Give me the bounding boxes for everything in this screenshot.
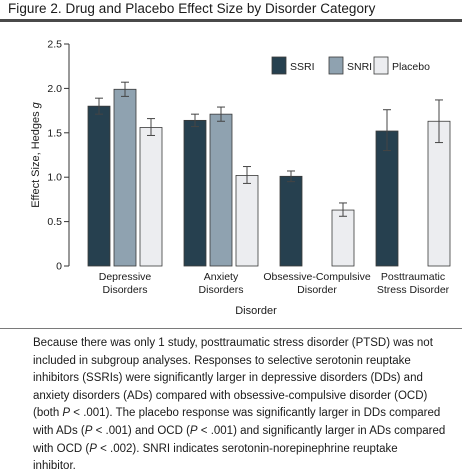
bar-ssri xyxy=(183,119,207,267)
x-axis-label: Disorder xyxy=(235,305,277,317)
x-tick-label: Depressive xyxy=(99,271,152,283)
caption-line: included in subgroup analyses. Responses… xyxy=(33,354,411,367)
y-tick-label: 2.0 xyxy=(47,83,62,95)
legend-label-ssri: SSRI xyxy=(290,61,315,73)
y-tick-label: 1.0 xyxy=(47,172,62,184)
caption-line: (both P < .001). The placebo response wa… xyxy=(33,407,441,420)
y-tick-label: 1.5 xyxy=(47,127,62,139)
x-tick-label: Disorders xyxy=(199,284,244,296)
figure-caption: Because there was only 1 study, posttrau… xyxy=(33,335,455,476)
caption-line: Because there was only 1 study, posttrau… xyxy=(33,337,433,349)
bar-placebo xyxy=(331,209,355,267)
caption-line: with ADs (P < .001) and OCD (P < .001) a… xyxy=(33,424,446,437)
bar-chart: 0 0.5 1.0 1.5 2.0 2.5 Effect Size, Hedges g Dep… xyxy=(30,39,451,317)
bar-placebo xyxy=(235,175,259,267)
legend-label-placebo: Placebo xyxy=(392,61,430,73)
bar-ssri xyxy=(375,130,399,267)
caption-rule xyxy=(0,328,462,329)
legend-swatch-snri xyxy=(328,56,344,75)
x-tick-label: Anxiety xyxy=(204,271,239,283)
title-rule xyxy=(0,19,462,22)
x-tick-label: Stress Disorder xyxy=(377,284,450,296)
bar-ssri xyxy=(87,105,111,267)
caption-line: inhibitors (SSRIs) were significantly la… xyxy=(33,372,423,385)
bar-ssri xyxy=(279,175,303,267)
y-tick-label: 2.5 xyxy=(47,39,62,51)
figure-title: Figure 2. Drug and Placebo Effect Size b… xyxy=(8,1,376,16)
bar-snri xyxy=(209,113,233,267)
bar-snri xyxy=(113,88,137,267)
x-tick-label: Disorders xyxy=(103,284,148,296)
caption-line: anxiety disorders (ADs) compared with ob… xyxy=(33,389,428,402)
caption-line: with OCD (P < .002). SNRI indicates sero… xyxy=(33,442,398,455)
legend-swatch-placebo xyxy=(373,56,389,75)
y-tick-label: 0.5 xyxy=(47,216,62,228)
y-axis-label: Effect Size, Hedges g xyxy=(30,101,42,207)
x-tick-label: Obsessive-Compulsive xyxy=(263,271,371,283)
y-tick-label: 0 xyxy=(56,261,62,273)
x-tick-label: Posttraumatic xyxy=(381,271,445,283)
legend-label-snri: SNRI xyxy=(347,61,372,73)
x-tick-label: Disorder xyxy=(297,284,337,296)
legend-swatch-ssri xyxy=(271,56,287,75)
bar-placebo xyxy=(139,127,163,267)
